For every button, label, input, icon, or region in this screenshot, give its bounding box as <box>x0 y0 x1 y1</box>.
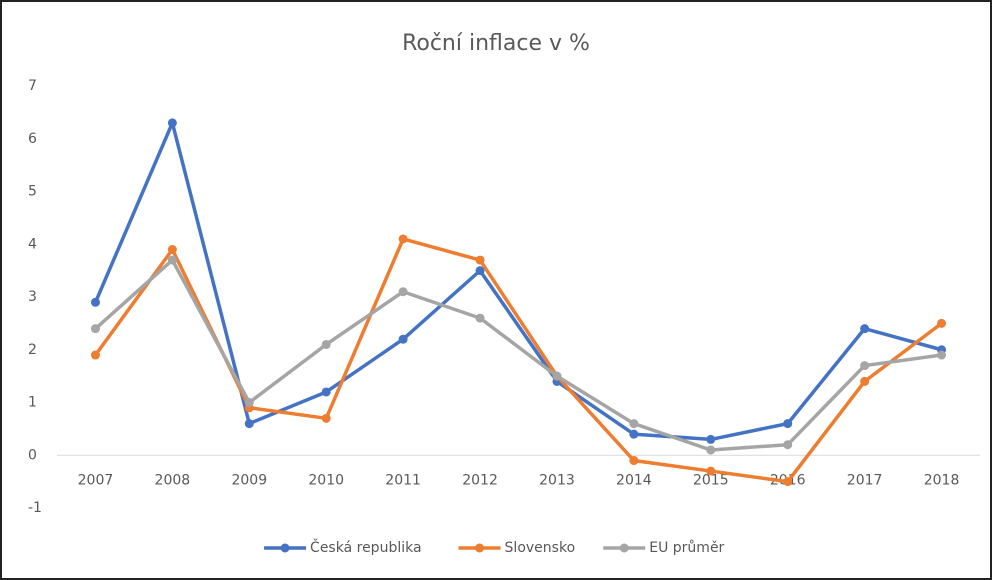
data-point <box>860 376 870 386</box>
x-tick-label: 2014 <box>616 472 652 488</box>
x-tick-label: 2013 <box>539 472 575 488</box>
y-tick-label: 6 <box>28 131 37 147</box>
data-point <box>398 334 408 344</box>
data-point <box>706 466 716 476</box>
legend-marker <box>280 543 290 553</box>
data-point <box>706 434 716 444</box>
data-point <box>90 350 100 360</box>
data-point <box>398 287 408 297</box>
data-point <box>629 456 639 466</box>
data-point <box>860 324 870 334</box>
data-point <box>475 266 485 276</box>
chart-title: Roční inflace v % <box>402 31 590 56</box>
x-tick-label: 2017 <box>847 472 883 488</box>
x-tick-label: 2007 <box>78 472 114 488</box>
data-point <box>783 440 793 450</box>
data-point <box>244 398 254 407</box>
x-tick-label: 2018 <box>924 472 960 488</box>
data-point <box>167 255 177 265</box>
data-point <box>321 339 331 349</box>
data-point <box>90 324 100 334</box>
data-point <box>167 245 177 255</box>
data-point <box>90 297 100 307</box>
y-tick-label: 0 <box>28 447 37 463</box>
series-line <box>94 258 942 452</box>
x-tick-label: 2011 <box>385 472 421 488</box>
data-point <box>629 429 639 439</box>
data-point <box>321 413 331 423</box>
x-tick-label: 2015 <box>693 472 729 488</box>
y-tick-label: 5 <box>28 184 37 200</box>
x-tick-label: 2009 <box>231 472 267 488</box>
series-line <box>93 121 943 442</box>
legend-marker <box>619 543 629 553</box>
data-point <box>937 350 947 360</box>
legend-marker <box>475 543 485 553</box>
y-tick-label: 2 <box>28 342 37 358</box>
y-tick-label: 4 <box>28 236 37 252</box>
y-tick-label: 1 <box>28 395 37 411</box>
data-point <box>552 371 562 381</box>
data-point <box>167 118 177 128</box>
data-point <box>783 477 793 487</box>
series-line <box>94 237 943 484</box>
data-point <box>475 313 485 323</box>
x-tick-label: 2012 <box>462 472 498 488</box>
data-point <box>860 361 870 371</box>
data-point <box>629 419 639 429</box>
x-tick-label: 2008 <box>155 472 191 488</box>
legend-label: EU průměr <box>649 540 724 556</box>
data-point <box>937 318 947 328</box>
x-tick-label: 2010 <box>308 472 344 488</box>
data-point <box>706 445 716 455</box>
legend-label: Slovensko <box>505 540 576 556</box>
y-tick-label: -1 <box>28 500 42 516</box>
legend-label: Česká republika <box>310 538 422 556</box>
y-tick-label: 7 <box>28 78 37 94</box>
y-tick-label: 3 <box>28 289 37 305</box>
data-point <box>475 255 485 265</box>
data-point <box>244 419 254 429</box>
data-point <box>783 419 793 429</box>
data-point <box>398 234 408 244</box>
data-point <box>321 387 331 397</box>
